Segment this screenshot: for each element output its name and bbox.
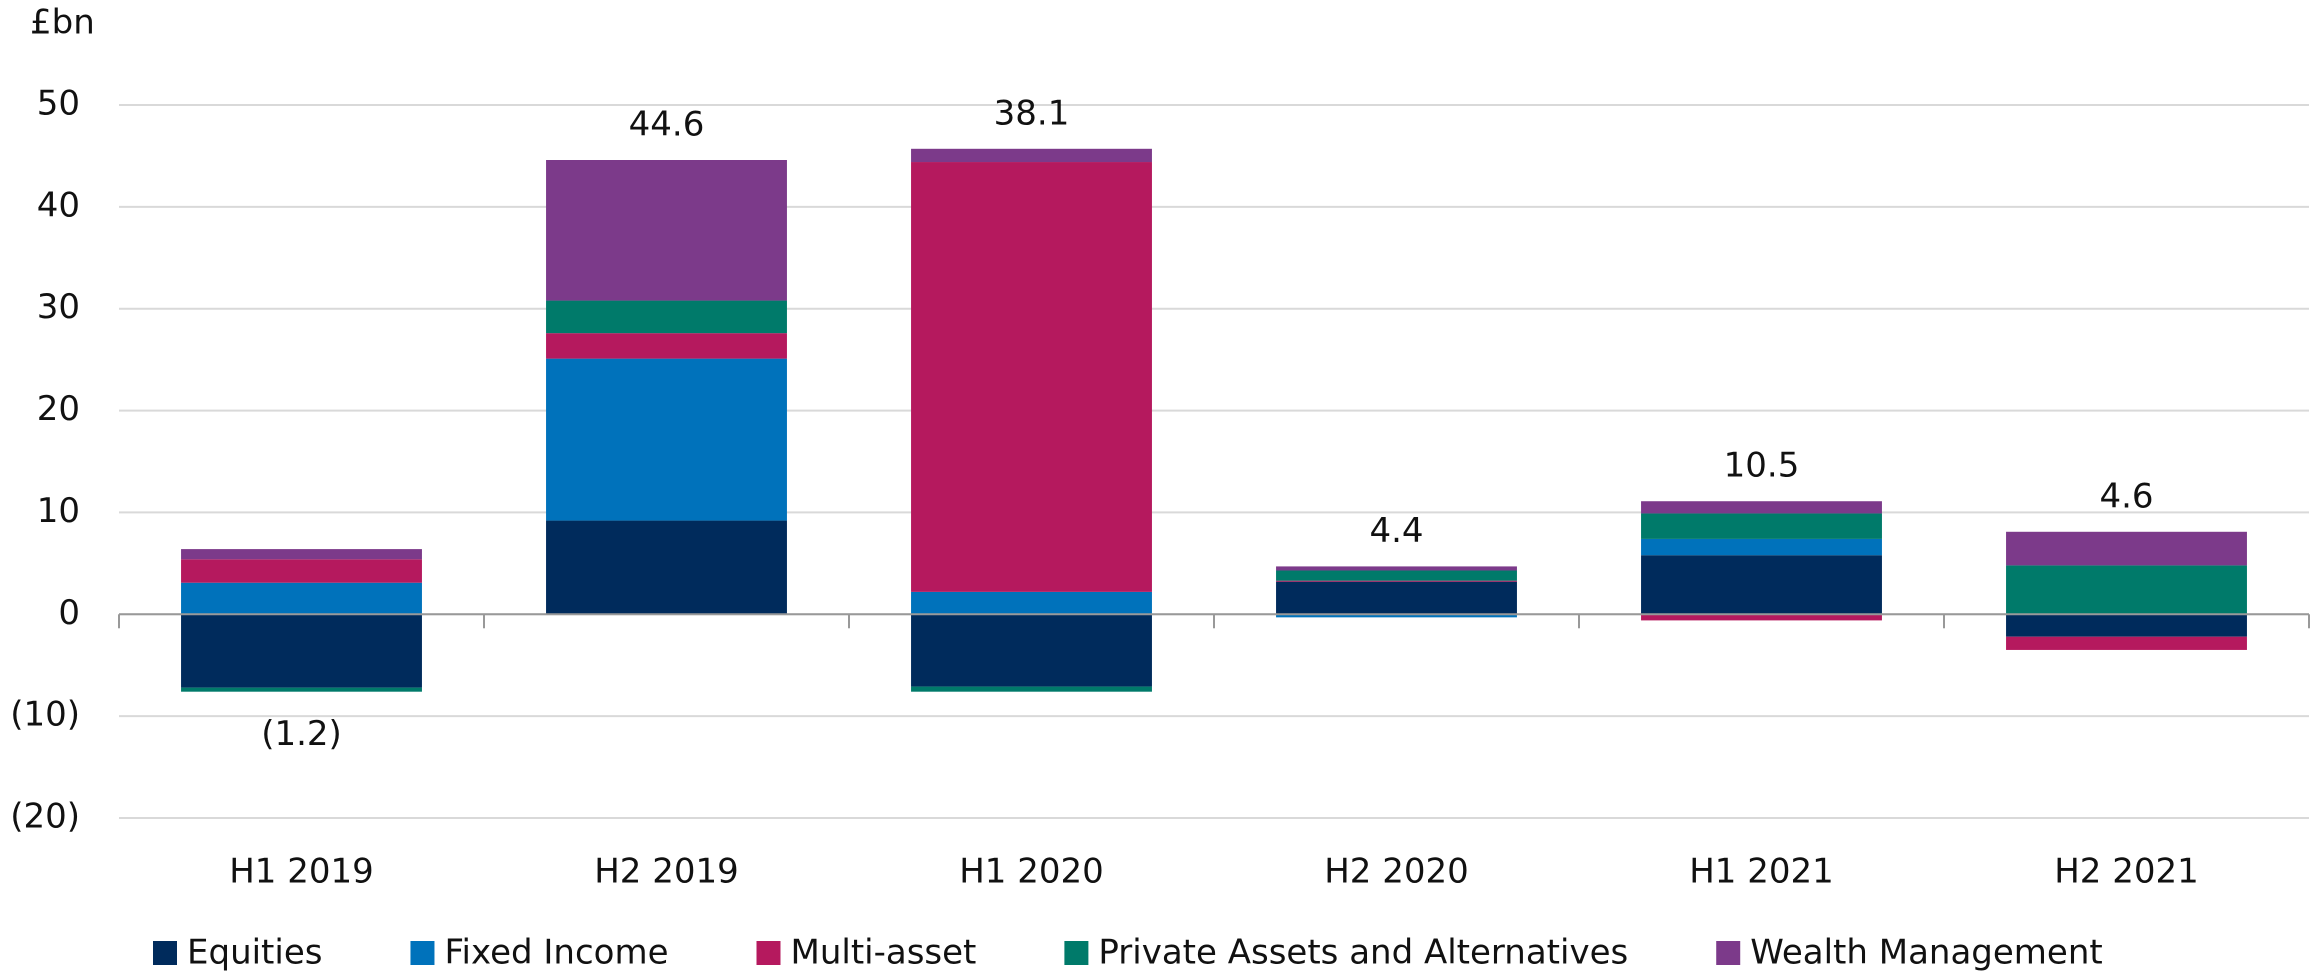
y-tick-label: 50 — [37, 84, 80, 124]
legend-label: Multi-asset — [791, 933, 977, 972]
legend-label: Private Assets and Alternatives — [1098, 933, 1628, 972]
bar-segment — [546, 520, 787, 615]
legend-label: Wealth Management — [1750, 933, 2102, 972]
y-axis-label: £bn — [30, 3, 95, 43]
legend-swatch — [153, 941, 177, 965]
bar-segment — [181, 614, 422, 688]
x-tick-label: H2 2021 — [2054, 852, 2199, 892]
bar-segment — [181, 559, 422, 583]
bar-segment — [1276, 566, 1517, 571]
legend-swatch — [410, 941, 435, 965]
legend-swatch — [1716, 941, 1741, 965]
bar-segment — [1276, 581, 1517, 615]
bar-segment — [2006, 565, 2247, 615]
bar-segment — [911, 162, 1152, 592]
bar-segment — [911, 591, 1152, 615]
bar-segment — [546, 333, 787, 359]
total-label: 44.6 — [629, 105, 705, 145]
y-tick-label: 20 — [37, 389, 80, 429]
total-label: 4.6 — [2099, 476, 2153, 516]
total-label: 4.4 — [1369, 511, 1423, 551]
bar-segment — [1641, 538, 1882, 556]
bar-segment — [1641, 501, 1882, 514]
legend-label: Equities — [187, 933, 322, 972]
bar-segment — [911, 686, 1152, 692]
total-label: 38.1 — [994, 93, 1070, 133]
y-tick-label: (10) — [10, 695, 80, 735]
bar-segment — [1276, 614, 1517, 618]
total-label: 10.5 — [1724, 446, 1800, 486]
y-tick-label: 0 — [58, 593, 80, 633]
y-tick-label: (20) — [10, 797, 80, 837]
bar-segment — [911, 148, 1152, 163]
y-tick-label: 40 — [37, 185, 80, 225]
bar-segment — [181, 549, 422, 560]
bar-segment — [546, 358, 787, 521]
bar-segment — [1276, 580, 1517, 582]
x-tick-label: H2 2020 — [1324, 852, 1469, 892]
bar-segment — [2006, 614, 2247, 637]
bar-segment — [181, 687, 422, 692]
bar-segment — [1641, 513, 1882, 539]
bar-segment — [181, 582, 422, 615]
x-tick-label: H1 2019 — [229, 852, 374, 892]
bar-segment — [2006, 531, 2247, 566]
legend-swatch — [1064, 941, 1089, 965]
bar-segment — [2006, 636, 2247, 650]
x-tick-label: H2 2019 — [594, 852, 739, 892]
bar-segment — [546, 160, 787, 301]
bar-segment — [911, 614, 1152, 687]
bar-segment — [1641, 555, 1882, 615]
bar-segment — [1641, 614, 1882, 621]
legend-swatch — [756, 941, 781, 965]
legend-label: Fixed Income — [444, 933, 668, 972]
y-tick-label: 10 — [37, 491, 80, 531]
y-tick-label: 30 — [37, 287, 80, 327]
total-label: (1.2) — [261, 714, 342, 754]
x-tick-label: H1 2021 — [1689, 852, 1834, 892]
x-tick-label: H1 2020 — [959, 852, 1104, 892]
bar-segment — [546, 300, 787, 334]
bar-segment — [1276, 570, 1517, 581]
